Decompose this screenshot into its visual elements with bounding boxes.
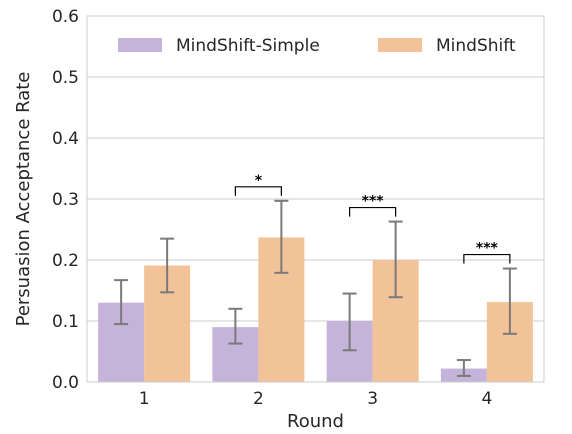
x-tick-label-1: 2	[253, 389, 264, 409]
error-bars	[114, 199, 517, 377]
y-tick-label-3: 0.3	[52, 190, 79, 210]
y-tick-label-5: 0.5	[52, 68, 79, 88]
y-tick-label-1: 0.1	[52, 312, 79, 332]
error-bar-mindshift-round-4	[502, 267, 517, 335]
error-bar-mindshift-simple-round-1	[114, 279, 129, 326]
plot-frame	[86, 15, 545, 383]
legend-label: MindShift	[436, 36, 516, 56]
significance-bracket-round-2: *	[234, 173, 282, 196]
error-bar-mindshift-simple-round-3	[342, 292, 357, 352]
x-tick-label-3: 4	[481, 389, 492, 409]
x-tick-label-2: 3	[367, 389, 378, 409]
x-tick-labels: 1 2 3 4	[139, 389, 493, 409]
significance-bracket-line	[234, 186, 282, 196]
y-tick-label-6: 0.6	[52, 7, 79, 27]
significance-bracket-line	[349, 206, 397, 217]
y-axis-label: Persuasion Acceptance Rate	[13, 72, 34, 327]
legend-swatch	[378, 38, 422, 52]
y-tick-labels: 0.0 0.1 0.2 0.3 0.4 0.5 0.6	[52, 7, 79, 393]
significance-label: ***	[362, 194, 385, 210]
y-tick-label-0: 0.0	[52, 373, 79, 393]
legend: MindShift-Simple MindShift	[118, 36, 516, 56]
legend-item-mindshift: MindShift	[378, 36, 516, 56]
y-tick-label-2: 0.2	[52, 251, 79, 271]
legend-item-mindshift-simple: MindShift-Simple	[118, 36, 320, 56]
legend-label: MindShift-Simple	[176, 36, 320, 56]
significance-markers: *******	[234, 173, 511, 264]
significance-bracket-line	[463, 253, 511, 264]
y-tick-label-4: 0.4	[52, 129, 79, 149]
x-axis-label: Round	[287, 411, 344, 432]
significance-label: ***	[476, 241, 499, 257]
significance-bracket-round-3: ***	[349, 194, 397, 217]
error-bar-mindshift-round-2	[274, 199, 289, 274]
error-bar-mindshift-simple-round-2	[228, 307, 243, 345]
significance-bracket-round-4: ***	[463, 241, 511, 264]
error-bar-mindshift-simple-round-4	[456, 359, 471, 377]
x-tick-label-0: 1	[139, 389, 150, 409]
grid-lines	[87, 76, 544, 322]
error-bar-mindshift-round-3	[388, 220, 403, 299]
legend-swatch	[118, 38, 162, 52]
significance-label: *	[255, 173, 263, 189]
error-bar-mindshift-round-1	[160, 237, 175, 294]
